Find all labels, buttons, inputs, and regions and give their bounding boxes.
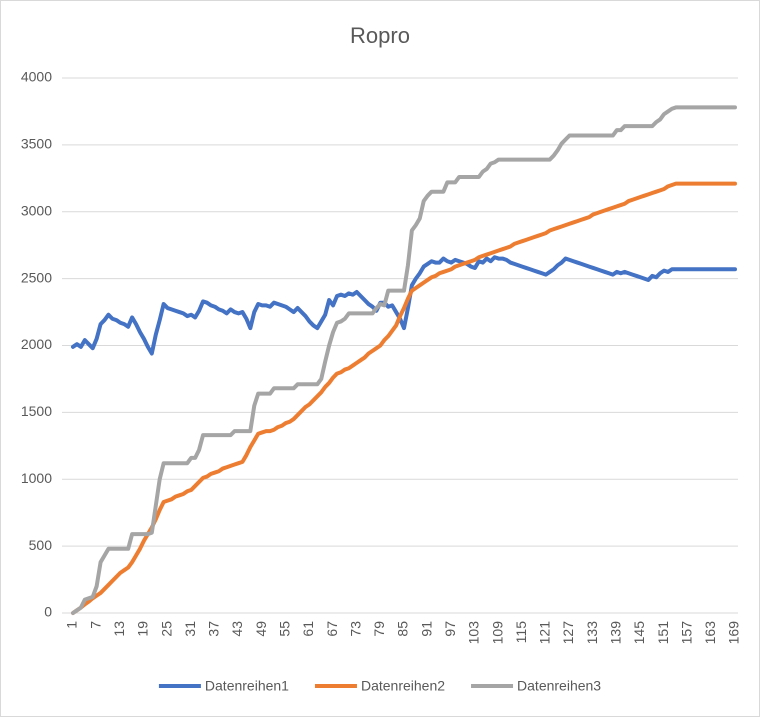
y-tick-label: 2000 xyxy=(21,336,52,352)
x-tick-label: 91 xyxy=(418,621,434,637)
x-tick-label: 67 xyxy=(324,621,340,637)
x-tick-label: 121 xyxy=(537,621,553,645)
x-tick-label: 133 xyxy=(584,621,600,645)
y-tick-label: 1000 xyxy=(21,470,52,486)
x-tick-label: 109 xyxy=(489,621,505,645)
x-tick-label: 55 xyxy=(276,621,292,637)
legend-label: Datenreihen1 xyxy=(205,678,289,694)
legend-label: Datenreihen3 xyxy=(517,678,601,694)
y-tick-label: 3000 xyxy=(21,202,52,218)
x-tick-label: 61 xyxy=(300,621,316,637)
x-tick-label: 37 xyxy=(206,621,222,637)
x-tick-label: 79 xyxy=(371,621,387,637)
x-tick-label: 85 xyxy=(395,621,411,637)
y-tick-label: 2500 xyxy=(21,269,52,285)
y-tick-label: 3500 xyxy=(21,136,52,152)
x-tick-label: 43 xyxy=(229,621,245,637)
x-tick-label: 127 xyxy=(560,621,576,645)
legend-label: Datenreihen2 xyxy=(361,678,445,694)
x-tick-label: 25 xyxy=(158,621,174,637)
y-tick-label: 0 xyxy=(44,604,52,620)
data-line xyxy=(71,181,737,615)
x-tick-label: 169 xyxy=(726,621,742,645)
x-tick-label: 139 xyxy=(607,621,623,645)
x-tick-label: 145 xyxy=(631,621,647,645)
x-tick-label: 1 xyxy=(64,621,80,629)
data-line xyxy=(71,105,737,615)
x-tick-label: 151 xyxy=(655,621,671,645)
x-tick-label: 7 xyxy=(87,621,103,629)
x-tick-label: 31 xyxy=(182,621,198,637)
x-tick-label: 13 xyxy=(111,621,127,637)
data-line xyxy=(71,255,737,356)
x-tick-label: 103 xyxy=(466,621,482,645)
chart-title: Ropro xyxy=(350,23,410,48)
x-tick-label: 73 xyxy=(347,621,363,637)
x-tick-label: 19 xyxy=(135,621,151,637)
x-tick-label: 97 xyxy=(442,621,458,637)
x-tick-label: 49 xyxy=(253,621,269,637)
x-tick-label: 115 xyxy=(513,621,529,644)
y-tick-label: 1500 xyxy=(21,403,52,419)
y-tick-label: 500 xyxy=(29,537,53,553)
x-tick-label: 157 xyxy=(678,621,694,645)
y-tick-label: 4000 xyxy=(21,69,52,85)
x-tick-label: 163 xyxy=(702,621,718,645)
